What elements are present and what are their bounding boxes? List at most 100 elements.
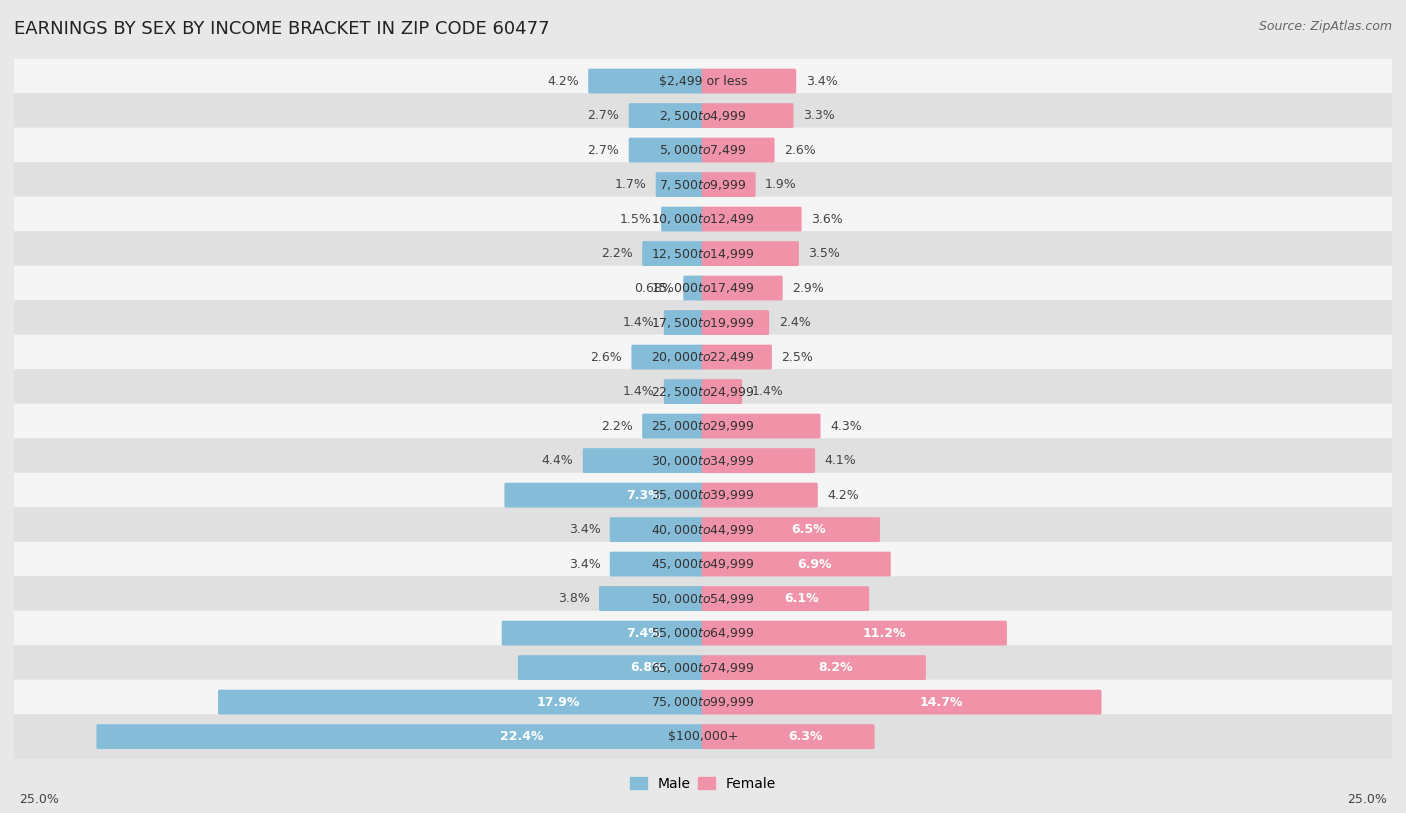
- FancyBboxPatch shape: [702, 68, 796, 93]
- Text: $55,000 to $64,999: $55,000 to $64,999: [651, 626, 755, 640]
- Text: 7.3%: 7.3%: [627, 489, 661, 502]
- Text: $7,500 to $9,999: $7,500 to $9,999: [659, 177, 747, 192]
- FancyBboxPatch shape: [628, 103, 704, 128]
- Text: 6.9%: 6.9%: [797, 558, 832, 571]
- FancyBboxPatch shape: [10, 162, 1396, 207]
- FancyBboxPatch shape: [610, 517, 704, 542]
- Text: 4.2%: 4.2%: [547, 75, 579, 88]
- FancyBboxPatch shape: [702, 172, 755, 197]
- FancyBboxPatch shape: [655, 172, 704, 197]
- FancyBboxPatch shape: [702, 345, 772, 369]
- FancyBboxPatch shape: [502, 620, 704, 646]
- Text: $17,500 to $19,999: $17,500 to $19,999: [651, 315, 755, 329]
- Text: $40,000 to $44,999: $40,000 to $44,999: [651, 523, 755, 537]
- FancyBboxPatch shape: [10, 680, 1396, 724]
- Text: 2.2%: 2.2%: [600, 420, 633, 433]
- Text: $50,000 to $54,999: $50,000 to $54,999: [651, 592, 755, 606]
- FancyBboxPatch shape: [582, 448, 704, 473]
- FancyBboxPatch shape: [702, 620, 1007, 646]
- FancyBboxPatch shape: [664, 311, 704, 335]
- Text: 2.6%: 2.6%: [591, 350, 621, 363]
- Text: 7.4%: 7.4%: [626, 627, 661, 640]
- Text: 6.5%: 6.5%: [792, 523, 825, 536]
- Text: 6.1%: 6.1%: [785, 592, 820, 605]
- Text: 1.7%: 1.7%: [614, 178, 647, 191]
- FancyBboxPatch shape: [702, 517, 880, 542]
- Text: 3.4%: 3.4%: [568, 523, 600, 536]
- FancyBboxPatch shape: [702, 311, 769, 335]
- Text: $2,499 or less: $2,499 or less: [659, 75, 747, 88]
- Text: 0.68%: 0.68%: [634, 281, 673, 294]
- Text: $12,500 to $14,999: $12,500 to $14,999: [651, 246, 755, 261]
- Text: 2.4%: 2.4%: [779, 316, 810, 329]
- FancyBboxPatch shape: [517, 655, 704, 680]
- FancyBboxPatch shape: [10, 404, 1396, 449]
- Text: $20,000 to $22,499: $20,000 to $22,499: [651, 350, 755, 364]
- Text: 4.3%: 4.3%: [830, 420, 862, 433]
- FancyBboxPatch shape: [702, 207, 801, 232]
- FancyBboxPatch shape: [702, 414, 821, 438]
- FancyBboxPatch shape: [10, 646, 1396, 690]
- Text: 4.2%: 4.2%: [827, 489, 859, 502]
- FancyBboxPatch shape: [10, 266, 1396, 311]
- FancyBboxPatch shape: [10, 472, 1396, 518]
- Text: $65,000 to $74,999: $65,000 to $74,999: [651, 661, 755, 675]
- Text: 14.7%: 14.7%: [920, 696, 963, 709]
- Text: $100,000+: $100,000+: [668, 730, 738, 743]
- Text: 6.8%: 6.8%: [631, 661, 665, 674]
- FancyBboxPatch shape: [702, 724, 875, 749]
- FancyBboxPatch shape: [10, 611, 1396, 655]
- FancyBboxPatch shape: [643, 241, 704, 266]
- Text: 3.4%: 3.4%: [568, 558, 600, 571]
- Text: 8.2%: 8.2%: [818, 661, 853, 674]
- Text: $25,000 to $29,999: $25,000 to $29,999: [651, 419, 755, 433]
- FancyBboxPatch shape: [10, 197, 1396, 241]
- Text: $5,000 to $7,499: $5,000 to $7,499: [659, 143, 747, 157]
- Text: 2.7%: 2.7%: [588, 109, 619, 122]
- Text: 2.6%: 2.6%: [785, 144, 815, 157]
- Legend: Male, Female: Male, Female: [624, 771, 782, 796]
- FancyBboxPatch shape: [702, 241, 799, 266]
- FancyBboxPatch shape: [97, 724, 704, 749]
- FancyBboxPatch shape: [702, 448, 815, 473]
- Text: 4.4%: 4.4%: [541, 454, 574, 467]
- Text: Source: ZipAtlas.com: Source: ZipAtlas.com: [1258, 20, 1392, 33]
- Text: 3.3%: 3.3%: [803, 109, 835, 122]
- Text: 2.2%: 2.2%: [600, 247, 633, 260]
- FancyBboxPatch shape: [588, 68, 704, 93]
- Text: EARNINGS BY SEX BY INCOME BRACKET IN ZIP CODE 60477: EARNINGS BY SEX BY INCOME BRACKET IN ZIP…: [14, 20, 550, 38]
- FancyBboxPatch shape: [628, 137, 704, 163]
- Text: $75,000 to $99,999: $75,000 to $99,999: [651, 695, 755, 709]
- Text: $22,500 to $24,999: $22,500 to $24,999: [651, 385, 755, 398]
- FancyBboxPatch shape: [10, 576, 1396, 621]
- FancyBboxPatch shape: [10, 507, 1396, 552]
- FancyBboxPatch shape: [702, 379, 742, 404]
- FancyBboxPatch shape: [643, 414, 704, 438]
- FancyBboxPatch shape: [664, 379, 704, 404]
- Text: 3.6%: 3.6%: [811, 212, 842, 225]
- Text: 22.4%: 22.4%: [499, 730, 543, 743]
- FancyBboxPatch shape: [610, 552, 704, 576]
- FancyBboxPatch shape: [10, 335, 1396, 380]
- Text: 25.0%: 25.0%: [20, 793, 59, 806]
- Text: 2.5%: 2.5%: [782, 350, 813, 363]
- FancyBboxPatch shape: [631, 345, 704, 369]
- FancyBboxPatch shape: [702, 137, 775, 163]
- Text: $35,000 to $39,999: $35,000 to $39,999: [651, 488, 755, 502]
- Text: 4.1%: 4.1%: [824, 454, 856, 467]
- Text: $15,000 to $17,499: $15,000 to $17,499: [651, 281, 755, 295]
- FancyBboxPatch shape: [10, 300, 1396, 345]
- FancyBboxPatch shape: [661, 207, 704, 232]
- Text: 3.4%: 3.4%: [806, 75, 838, 88]
- Text: $30,000 to $34,999: $30,000 to $34,999: [651, 454, 755, 467]
- FancyBboxPatch shape: [702, 103, 793, 128]
- Text: 1.4%: 1.4%: [623, 385, 654, 398]
- FancyBboxPatch shape: [702, 276, 783, 301]
- Text: 2.9%: 2.9%: [792, 281, 824, 294]
- FancyBboxPatch shape: [10, 231, 1396, 276]
- FancyBboxPatch shape: [702, 552, 891, 576]
- FancyBboxPatch shape: [505, 483, 704, 507]
- FancyBboxPatch shape: [702, 689, 1101, 715]
- FancyBboxPatch shape: [10, 541, 1396, 586]
- FancyBboxPatch shape: [10, 438, 1396, 483]
